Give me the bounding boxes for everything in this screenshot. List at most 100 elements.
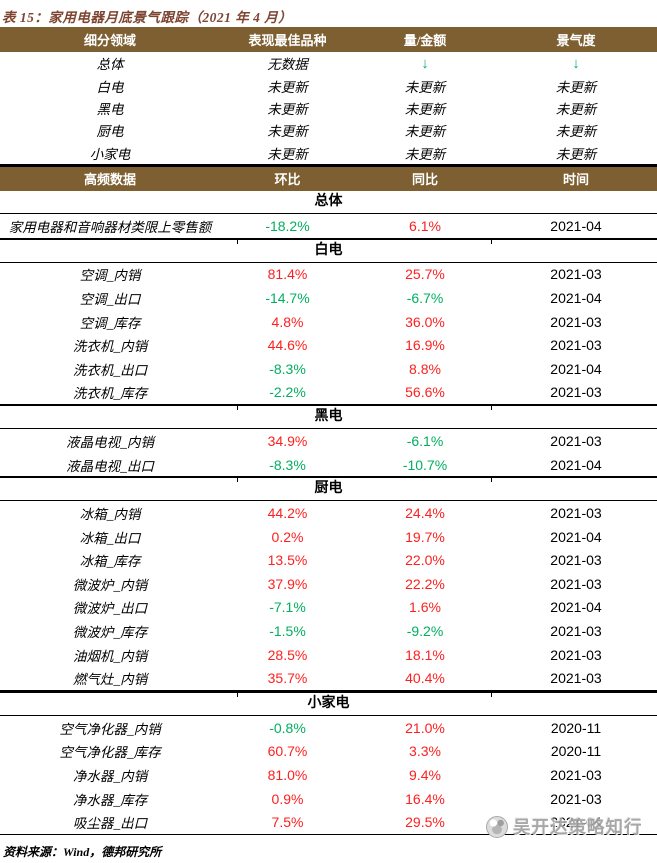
date-cell: 2021-03 bbox=[550, 505, 602, 522]
detail-row: 吸尘器_出口 7.5% 29.5% 2021-04 bbox=[0, 810, 657, 834]
detail-row: 净水器_内销 81.0% 9.4% 2021-03 bbox=[0, 763, 657, 787]
summary-header-segment: 细分领域 bbox=[83, 33, 136, 48]
mom-value-cell: -7.1% bbox=[269, 599, 306, 616]
summary-value-cell: ↓ bbox=[421, 54, 429, 72]
summary-segment-cell: 白电 bbox=[96, 79, 124, 95]
table-title: 表 15：家用电器月底景气跟踪（2021 年 4 月） bbox=[2, 10, 293, 25]
detail-row: 洗衣机_内销 44.6% 16.9% 2021-03 bbox=[0, 333, 657, 357]
mom-value-cell: 7.5% bbox=[271, 814, 304, 831]
summary-value-cell: 未更新 bbox=[404, 146, 446, 162]
yoy-value-cell: 40.4% bbox=[405, 670, 445, 687]
mom-value-cell: -8.3% bbox=[269, 360, 306, 377]
section-title: 黑电 bbox=[0, 404, 657, 430]
summary-value-cell: 未更新 bbox=[555, 146, 597, 162]
metric-label-cell: 空调_出口 bbox=[79, 291, 141, 307]
mom-value-cell: -18.2% bbox=[265, 217, 310, 234]
yoy-value-cell: 22.0% bbox=[405, 552, 445, 569]
summary-segment-cell: 总体 bbox=[96, 57, 124, 73]
cell-border-tick bbox=[237, 693, 238, 698]
section-title: 总体 bbox=[0, 191, 657, 214]
date-cell: 2020-11 bbox=[550, 719, 602, 736]
summary-value-cell: 未更新 bbox=[404, 124, 446, 140]
yoy-value-cell: 24.4% bbox=[405, 505, 445, 522]
detail-header-row: 高频数据 环比 同比 时间 bbox=[0, 166, 657, 191]
mom-value-cell: 35.7% bbox=[267, 670, 308, 687]
detail-row: 微波炉_内销 37.9% 22.2% 2021-03 bbox=[0, 572, 657, 596]
detail-header-hf-data: 高频数据 bbox=[83, 172, 136, 188]
summary-row: 小家电 未更新 未更新 未更新 bbox=[0, 142, 657, 164]
metric-label-cell: 吸尘器_出口 bbox=[72, 816, 148, 832]
mom-value-cell: 0.2% bbox=[271, 528, 304, 545]
mom-value-cell: 37.9% bbox=[267, 575, 308, 592]
section-title: 小家电 bbox=[0, 690, 657, 717]
summary-value-cell: 无数据 bbox=[267, 57, 308, 73]
date-cell: 2021-04 bbox=[550, 456, 602, 473]
date-cell: 2021-04 bbox=[550, 528, 602, 545]
mom-value-cell: 4.8% bbox=[271, 313, 304, 330]
metric-label-cell: 微波炉_出口 bbox=[72, 601, 148, 617]
summary-segment-cell: 黑电 bbox=[96, 101, 124, 117]
detail-row: 净水器_库存 0.9% 16.4% 2021-03 bbox=[0, 787, 657, 811]
yoy-value-cell: 3.3% bbox=[409, 743, 441, 760]
metric-label-cell: 空调_库存 bbox=[79, 315, 141, 331]
detail-row: 液晶电视_内销 34.9% -6.1% 2021-03 bbox=[0, 429, 657, 453]
date-cell: 2021-03 bbox=[550, 790, 602, 807]
detail-row: 洗衣机_出口 -8.3% 8.8% 2021-04 bbox=[0, 357, 657, 381]
yoy-value-cell: 19.7% bbox=[405, 528, 445, 545]
summary-value-cell: ↓ bbox=[572, 54, 580, 72]
section-title: 白电 bbox=[0, 237, 657, 263]
detail-row: 微波炉_库存 -1.5% -9.2% 2021-03 bbox=[0, 619, 657, 643]
date-cell: 2021-03 bbox=[550, 552, 602, 569]
detail-row: 冰箱_出口 0.2% 19.7% 2021-04 bbox=[0, 525, 657, 549]
metric-label-cell: 液晶电视_内销 bbox=[66, 434, 154, 450]
metric-label-cell: 空气净化器_库存 bbox=[59, 745, 161, 761]
metric-label-cell: 冰箱_库存 bbox=[79, 554, 141, 570]
summary-body: 总体 无数据 ↓ ↓ 白电 未更新 未更新 未更新 黑电 未更新 未更新 未更新 厨电 未更新 未更新 未更新… bbox=[0, 52, 657, 164]
detail-row: 油烟机_内销 28.5% 18.1% 2021-03 bbox=[0, 643, 657, 667]
mom-value-cell: 60.7% bbox=[267, 743, 308, 760]
yoy-value-cell: 22.2% bbox=[405, 575, 445, 592]
mom-value-cell: 13.5% bbox=[267, 552, 308, 569]
mom-value-cell: -14.7% bbox=[265, 289, 310, 306]
yoy-value-cell: 21.0% bbox=[405, 719, 445, 736]
summary-row: 总体 无数据 ↓ ↓ bbox=[0, 52, 657, 74]
cell-border-tick bbox=[237, 239, 238, 244]
detail-table: 高频数据 环比 同比 时间 总体 家用电器和音响器材类限上零售额 -18.2% 6.1… bbox=[0, 166, 657, 836]
detail-header-date: 时间 bbox=[562, 172, 589, 188]
mom-value-cell: 0.9% bbox=[271, 790, 304, 807]
summary-value-cell: 未更新 bbox=[267, 146, 308, 162]
date-cell: 2021-03 bbox=[550, 337, 602, 354]
metric-label-cell: 燃气灶_内销 bbox=[72, 672, 148, 688]
yoy-value-cell: 29.5% bbox=[405, 814, 445, 831]
date-cell: 2021-03 bbox=[550, 384, 602, 401]
date-cell: 2021-04 bbox=[550, 814, 602, 831]
summary-value-cell: 未更新 bbox=[267, 79, 308, 95]
metric-label-cell: 洗衣机_出口 bbox=[72, 362, 148, 378]
cell-border-tick bbox=[491, 239, 492, 244]
cell-border-tick bbox=[237, 478, 238, 483]
mom-value-cell: 81.4% bbox=[267, 266, 308, 283]
yoy-value-cell: 16.9% bbox=[405, 337, 445, 354]
yoy-value-cell: 56.6% bbox=[405, 384, 445, 401]
metric-label-cell: 净水器_库存 bbox=[72, 792, 148, 808]
detail-row: 液晶电视_出口 -8.3% -10.7% 2021-04 bbox=[0, 453, 657, 477]
summary-header-best-variety: 表现最佳品种 bbox=[248, 33, 327, 48]
summary-segment-cell: 小家电 bbox=[89, 146, 131, 162]
date-cell: 2021-04 bbox=[550, 289, 602, 306]
date-cell: 2021-03 bbox=[550, 767, 602, 784]
summary-row: 黑电 未更新 未更新 未更新 bbox=[0, 97, 657, 119]
mom-value-cell: -0.8% bbox=[269, 719, 306, 736]
date-cell: 2021-03 bbox=[550, 266, 602, 283]
detail-row: 空气净化器_库存 60.7% 3.3% 2020-11 bbox=[0, 740, 657, 764]
summary-header-row: 细分领域 表现最佳品种 量/金额 景气度 bbox=[0, 27, 657, 52]
date-cell: 2021-03 bbox=[550, 670, 602, 687]
mom-value-cell: 44.2% bbox=[267, 505, 308, 522]
metric-label-cell: 微波炉_内销 bbox=[72, 577, 148, 593]
summary-header-volume-amount: 量/金额 bbox=[403, 33, 447, 48]
yoy-value-cell: 6.1% bbox=[409, 217, 441, 234]
cell-border-tick bbox=[491, 478, 492, 483]
metric-label-cell: 空气净化器_内销 bbox=[59, 721, 161, 737]
metric-label-cell: 洗衣机_库存 bbox=[72, 386, 148, 402]
detail-row: 家用电器和音响器材类限上零售额 -18.2% 6.1% 2021-04 bbox=[0, 214, 657, 238]
